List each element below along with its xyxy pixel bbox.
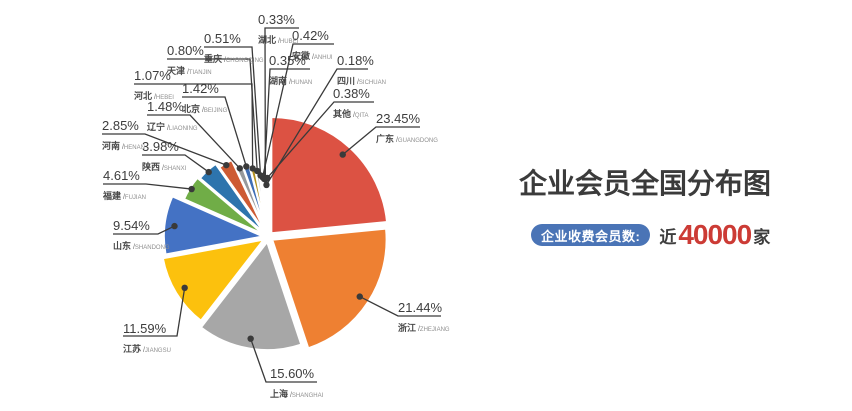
pie-slice-shandong	[162, 195, 265, 256]
leader-line	[266, 101, 374, 179]
leader-dot	[188, 185, 195, 193]
pie-label-anhui: 0.42% 安徽ANHUI	[292, 29, 333, 63]
pie-slice-jiangsu	[161, 238, 265, 322]
leader-dot	[254, 167, 261, 175]
leader-dot	[181, 284, 188, 292]
leader-line	[113, 225, 175, 235]
pie-label-hebei: 1.07% 河北HEBEI	[134, 69, 174, 103]
pie-label-shandong: 9.54% 山东SHANDONG	[113, 219, 170, 253]
leader-line	[263, 68, 310, 179]
slice-name: 四川SICHUAN	[337, 72, 386, 88]
leader-line	[123, 287, 186, 337]
leader-dot	[356, 293, 363, 300]
pie-label-guangdong: 23.45% 广东GUANGDONG	[376, 112, 438, 146]
pie-label-shanghai: 15.60% 上海SHANGHAI	[270, 367, 323, 401]
status-badge: 企业收费会员数:	[531, 224, 651, 246]
slice-percent: 0.51%	[204, 31, 241, 46]
stat-suffix: 家	[753, 227, 771, 247]
slice-percent: 0.80%	[167, 43, 204, 58]
slice-percent: 0.35%	[269, 53, 306, 68]
leader-line	[103, 183, 192, 190]
slice-percent: 3.98%	[142, 139, 179, 154]
pie-label-sichuan: 0.18% 四川SICHUAN	[337, 54, 386, 88]
slice-percent: 1.07%	[134, 68, 171, 83]
slice-name: 其他QITA	[333, 105, 370, 121]
leader-dot	[171, 222, 178, 230]
slice-name: 安徽ANHUI	[292, 47, 333, 63]
slice-percent: 1.48%	[147, 99, 184, 114]
pie-label-beijing: 1.42% 北京BEIJING	[182, 82, 227, 116]
leader-dot	[205, 168, 212, 176]
leader-line	[142, 154, 210, 173]
leader-line	[265, 68, 368, 186]
leader-line	[359, 296, 441, 317]
slice-name: 湖南HUNAN	[269, 72, 312, 88]
pie-label-zhejiang: 21.44% 浙江ZHEJIANG	[398, 301, 450, 335]
leader-dot	[264, 174, 271, 182]
pie-label-fujian: 4.61% 福建FUJIAN	[103, 169, 146, 203]
slice-name: 山东SHANDONG	[113, 237, 170, 253]
slice-name: 广东GUANGDONG	[376, 130, 438, 146]
leader-dot	[247, 335, 254, 342]
leader-line	[264, 27, 299, 180]
pie-slice-zhejiang	[271, 227, 388, 350]
leader-line	[147, 114, 241, 169]
page-title: 企业会员全国分布图	[519, 168, 772, 199]
slice-percent: 0.18%	[337, 53, 374, 68]
slice-percent: 0.38%	[333, 86, 370, 101]
slice-name: 陕西SHANXI	[142, 158, 186, 174]
pie-label-hubei: 0.33% 湖北HUBEI	[258, 13, 298, 47]
stat-number: 40000	[678, 219, 752, 250]
leader-line	[182, 96, 247, 167]
slice-name: 浙江ZHEJIANG	[398, 319, 450, 335]
slice-name: 北京BEIJING	[182, 100, 227, 116]
slice-percent: 9.54%	[113, 218, 150, 233]
slice-name: 河南HENAN	[102, 137, 145, 153]
slice-name: 上海SHANGHAI	[270, 385, 323, 401]
leader-dot	[243, 163, 250, 170]
pie-label-liaoning: 1.48% 辽宁LIAONING	[147, 100, 198, 134]
pie-slice-guangdong	[270, 116, 389, 235]
pie-label-henan: 2.85% 河南HENAN	[102, 119, 145, 153]
leader-dot	[339, 151, 346, 158]
pie-slice-shanghai	[199, 240, 303, 352]
leader-line	[250, 338, 317, 383]
slice-percent: 0.33%	[258, 12, 295, 27]
pie-label-shanxi: 3.98% 陕西SHANXI	[142, 140, 186, 174]
slice-name: 河北HEBEI	[134, 87, 174, 103]
pie-label-tianjin: 0.80% 天津TIANJIN	[167, 44, 212, 78]
pie-label-chongqing: 0.51% 重庆CHONGQING	[204, 32, 264, 66]
slice-percent: 15.60%	[270, 366, 315, 381]
leader-line	[261, 43, 334, 178]
slice-percent: 2.85%	[102, 118, 139, 133]
slice-name: 天津TIANJIN	[167, 62, 212, 78]
leader-line	[204, 46, 262, 176]
slice-percent: 4.61%	[103, 168, 140, 183]
pie-label-jiangsu: 11.59% 江苏JIANGSU	[123, 322, 171, 356]
leader-line	[342, 126, 420, 156]
slice-name: 福建FUJIAN	[103, 187, 146, 203]
slice-percent: 0.42%	[292, 28, 329, 43]
slice-name: 江苏JIANGSU	[123, 340, 171, 356]
leader-dot	[223, 161, 230, 169]
stat-prefix: 近	[659, 227, 677, 247]
slice-percent: 11.59%	[123, 321, 167, 336]
member-stat-row: 企业收费会员数: 近 40000 家	[531, 219, 771, 250]
leader-line	[102, 133, 227, 166]
leader-dot	[236, 165, 243, 172]
slice-percent: 21.44%	[398, 300, 443, 315]
slice-percent: 23.45%	[376, 111, 421, 126]
pie-label-qita: 0.38% 其他QITA	[333, 87, 370, 121]
slice-name: 辽宁LIAONING	[147, 118, 198, 134]
slice-percent: 1.42%	[182, 81, 219, 96]
slice-name: 湖北HUBEI	[258, 31, 298, 47]
pie-label-hunan: 0.35% 湖南HUNAN	[269, 54, 312, 88]
leader-line	[167, 58, 258, 171]
slice-name: 重庆CHONGQING	[204, 50, 264, 66]
leader-dot	[263, 181, 270, 189]
